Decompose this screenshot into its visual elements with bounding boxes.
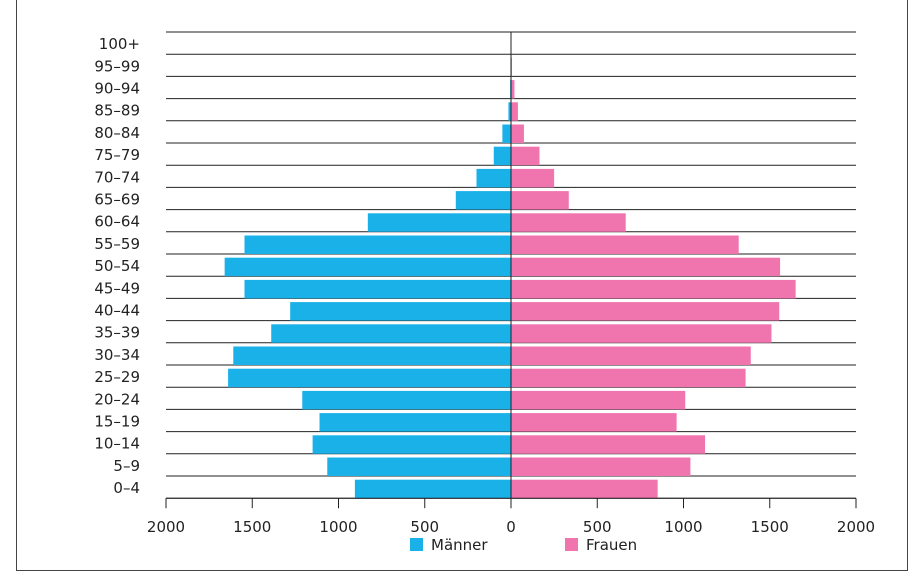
- bar-maenner-7: [271, 324, 511, 343]
- category-label: 60–64: [94, 213, 140, 231]
- bar-maenner-12: [367, 213, 511, 232]
- bar-maenner-15: [493, 146, 511, 166]
- x-tick-label: 1000: [664, 518, 702, 536]
- bar-frauen-9: [511, 279, 796, 299]
- bar-frauen-8: [511, 302, 780, 321]
- bar-frauen-2: [511, 435, 706, 454]
- x-tick-label: 1500: [233, 518, 271, 536]
- bar-frauen-3: [511, 413, 677, 432]
- x-tick-label: 1500: [751, 518, 789, 536]
- category-label: 70–74: [94, 168, 140, 186]
- bar-maenner-6: [233, 346, 511, 365]
- category-label: 40–44: [94, 302, 140, 320]
- category-label: 30–34: [94, 346, 140, 364]
- x-tick-label: 500: [583, 518, 612, 536]
- bar-frauen-12: [511, 213, 626, 232]
- bar-frauen-17: [511, 102, 518, 121]
- category-label: 65–69: [94, 191, 140, 209]
- x-tick-label: 500: [410, 518, 439, 536]
- category-label: 100+: [99, 35, 140, 53]
- bar-maenner-2: [312, 435, 511, 454]
- bar-maenner-17: [508, 102, 511, 121]
- legend-swatch-1: [565, 538, 578, 551]
- bar-frauen-14: [511, 168, 555, 188]
- bar-maenner-11: [244, 235, 512, 254]
- bar-frauen-18: [511, 80, 515, 99]
- category-label: 95–99: [94, 57, 140, 75]
- bar-frauen-1: [511, 457, 691, 476]
- category-label: 50–54: [94, 257, 140, 275]
- bar-frauen-6: [511, 346, 751, 365]
- legend: Männer Frauen: [410, 536, 637, 554]
- bar-maenner-4: [302, 390, 511, 410]
- legend-swatch-0: [410, 538, 423, 551]
- legend-label-1: Frauen: [586, 536, 637, 554]
- bar-frauen-15: [511, 146, 540, 166]
- bar-maenner-5: [228, 368, 511, 388]
- bar-frauen-4: [511, 390, 686, 410]
- bar-maenner-9: [244, 279, 512, 299]
- category-label: 90–94: [94, 80, 140, 98]
- category-label: 45–49: [94, 279, 140, 297]
- category-label: 25–29: [94, 368, 140, 386]
- category-label: 5–9: [113, 457, 140, 475]
- bar-maenner-13: [455, 191, 511, 210]
- bar-frauen-7: [511, 324, 772, 343]
- axes: [165, 32, 857, 509]
- category-label: 35–39: [94, 324, 140, 342]
- bar-maenner-3: [319, 413, 511, 432]
- bars: [224, 35, 796, 499]
- x-tick-label: 2000: [837, 518, 875, 536]
- x-tick-label: 1000: [319, 518, 357, 536]
- bar-frauen-11: [511, 235, 739, 254]
- bar-frauen-10: [511, 257, 781, 277]
- x-tick-label: 2000: [147, 518, 185, 536]
- bar-frauen-16: [511, 124, 524, 143]
- category-label: 15–19: [94, 413, 140, 431]
- category-label: 55–59: [94, 235, 140, 253]
- category-label: 80–84: [94, 124, 140, 142]
- bar-maenner-16: [502, 124, 511, 143]
- tick-labels: 0–4 5–9 10–14 15–19 20–24 25–29 30–34 35–39 40–4…: [94, 35, 875, 536]
- bar-maenner-1: [327, 457, 511, 476]
- bar-maenner-10: [224, 257, 511, 277]
- bar-frauen-13: [511, 191, 569, 210]
- category-label: 75–79: [94, 146, 140, 164]
- bar-maenner-14: [476, 168, 511, 188]
- legend-label-0: Männer: [431, 536, 488, 554]
- bar-maenner-8: [290, 302, 511, 321]
- bar-frauen-0: [511, 479, 658, 499]
- category-label: 85–89: [94, 102, 140, 120]
- bar-maenner-0: [354, 479, 511, 499]
- category-label: 0–4: [113, 479, 140, 497]
- bar-frauen-5: [511, 368, 746, 388]
- x-tick-label: 0: [506, 518, 516, 536]
- category-label: 20–24: [94, 390, 140, 408]
- category-label: 10–14: [94, 435, 140, 453]
